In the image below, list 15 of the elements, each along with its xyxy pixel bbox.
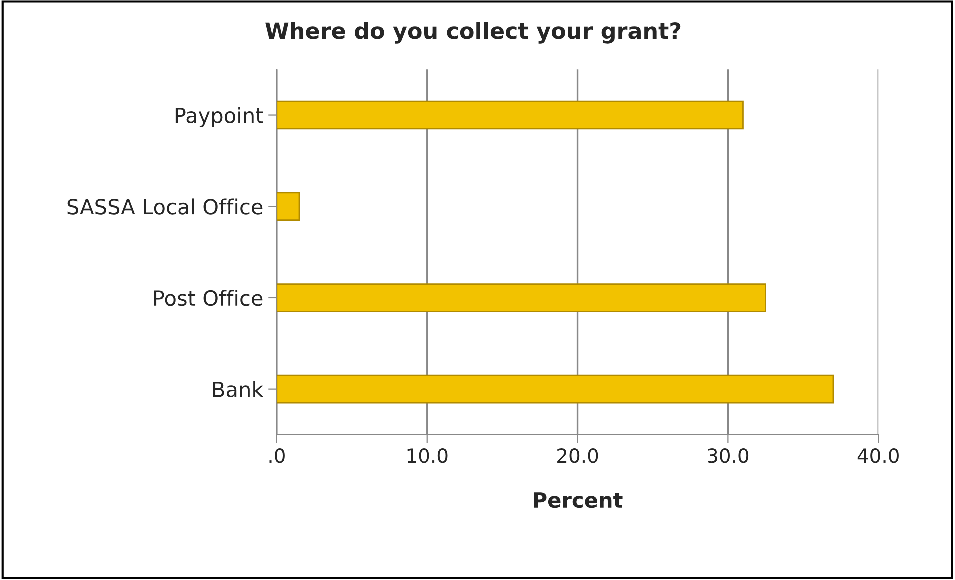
y-tick-label: Paypoint: [176, 107, 264, 128]
x-axis-title: Percent: [534, 492, 623, 508]
bar: [276, 192, 300, 222]
bar: [276, 374, 834, 404]
x-tick-label: .0: [270, 448, 285, 464]
x-tick-label: 30.0: [708, 448, 749, 464]
x-tick-label: 10.0: [408, 448, 448, 464]
bar: [276, 100, 744, 130]
chart-title: Where do you collect your grant?: [266, 22, 681, 44]
y-tick-label: Post Office: [154, 290, 263, 306]
x-tick-label: 20.0: [558, 448, 598, 464]
y-tick-label: Bank: [213, 381, 264, 398]
y-tick-label: SASSA Local Office: [68, 198, 263, 215]
bar: [276, 284, 766, 312]
x-tick-label: 40.0: [858, 448, 899, 464]
